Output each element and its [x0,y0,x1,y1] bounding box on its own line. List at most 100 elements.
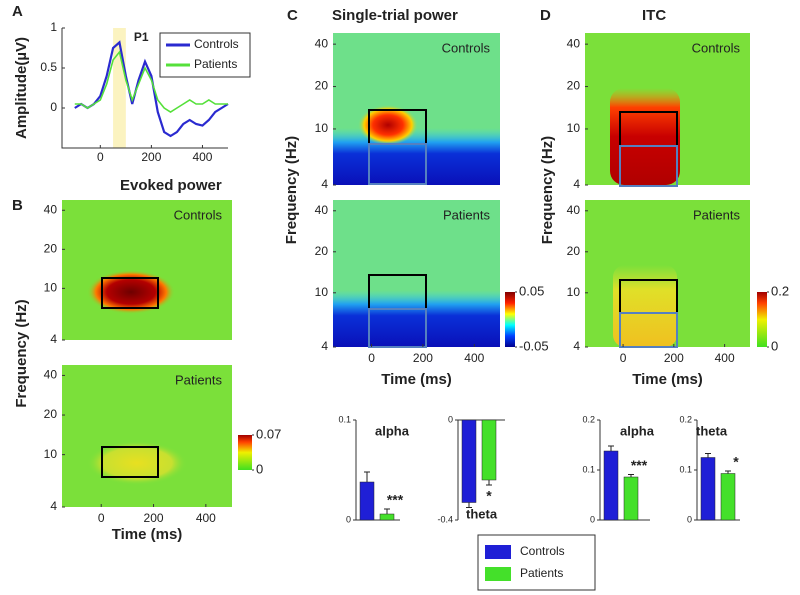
series-line [74,40,229,138]
y-tick-label: 40 [44,368,58,382]
y-axis-label: Frequency (Hz) [539,136,556,244]
y-tick-label: 40 [44,202,58,216]
y-tick-label: 10 [567,121,581,135]
bar-title: theta [696,423,728,438]
map-label: Patients [693,207,740,222]
y-tick-label: 4 [321,177,328,191]
x-axis-label: Time (ms) [381,371,452,388]
colorbar-tick-label: 0 [256,461,263,476]
x-tick-label: 0 [97,150,104,164]
legend-label: Patients [520,566,563,580]
roi-box [368,143,427,185]
x-tick-label: 400 [464,351,484,365]
bar [700,457,716,521]
bar [359,481,375,521]
heatmap [333,200,500,348]
bar [623,476,639,521]
y-tick-label: 40 [315,36,329,50]
y-tick-label: 4 [573,177,580,191]
map-label: Patients [175,372,222,387]
panel-label: D [540,7,551,24]
x-axis-label: Time (ms) [112,526,183,543]
y-tick-label: 10 [44,281,58,295]
y-tick-label: 0.1 [338,414,351,424]
annotation: P1 [134,30,149,44]
y-tick-label: 10 [315,121,329,135]
heatmap [333,33,500,185]
heatmap [585,200,750,348]
colorbar-tick-label: 0.07 [256,426,281,441]
panel-title: ITC [642,7,666,24]
y-tick-label: 10 [44,447,58,461]
panel-title: Evoked power [120,177,222,194]
legend-label: Controls [520,544,565,558]
warm-region [613,265,677,347]
y-tick-label: 40 [567,36,581,50]
y-tick-label: 4 [50,499,57,513]
roi-box [101,446,159,478]
y-tick-label: 20 [315,79,329,93]
significance: * [486,488,492,504]
bar [461,419,477,503]
y-axis-label: Frequency (Hz) [283,136,300,244]
error-bar [705,453,711,458]
y-tick-label: 4 [573,339,580,353]
y-tick-label: 20 [44,407,58,421]
y-tick-label: 1 [50,20,57,34]
significance: * [733,454,739,470]
significance: *** [387,492,404,508]
error-bar [364,471,370,482]
y-tick-label: 20 [44,241,58,255]
bar [379,513,395,521]
y-axis-label: Amplitude(µV) [13,37,30,139]
x-tick-label: 400 [715,351,735,365]
error-bar [725,470,731,474]
y-tick-label: 40 [315,203,329,217]
x-tick-label: 200 [664,351,684,365]
error-bar [628,474,634,477]
low-band [333,290,500,347]
panel-label: A [12,3,23,20]
heatmap [585,33,750,187]
y-tick-label: 0.2 [582,414,595,424]
bar [481,419,497,481]
heatmap-bg [62,200,232,340]
bar [603,450,619,521]
legend-box [159,32,251,78]
bar-title: theta [466,506,498,521]
error-bar [466,502,472,508]
y-tick-label: 0 [346,514,351,524]
y-tick-label: 0 [448,414,453,424]
map-label: Controls [692,40,741,55]
y-tick-label: 0.2 [679,414,692,424]
colorbar [238,435,252,470]
legend-swatch [485,567,511,581]
map-label: Patients [443,207,490,222]
y-tick-label: 0.1 [679,464,692,474]
x-tick-label: 400 [196,511,216,525]
heatmap [62,200,232,340]
y-tick-label: 20 [567,244,581,258]
panel-label: B [12,197,23,214]
x-tick-label: 0 [98,511,105,525]
panel-label: C [287,7,298,24]
panel-title: Single-trial power [332,7,458,24]
y-tick-label: 20 [567,79,581,93]
bar [720,473,736,521]
legend-label: Controls [194,37,239,51]
map-label: Controls [442,40,491,55]
colorbar-tick-label: 0.2 [771,283,789,298]
y-tick-label: 4 [321,339,328,353]
warm-spot [87,441,187,485]
error-bar [384,508,390,514]
hot-spot [87,270,175,314]
bar-title: alpha [375,423,410,438]
y-tick-label: 0 [50,100,57,114]
y-tick-label: 20 [315,244,329,258]
roi-box [619,145,678,187]
x-tick-label: 200 [413,351,433,365]
colorbar-tick-label: 0 [771,338,778,353]
x-axis-label: Time (ms) [632,371,703,388]
